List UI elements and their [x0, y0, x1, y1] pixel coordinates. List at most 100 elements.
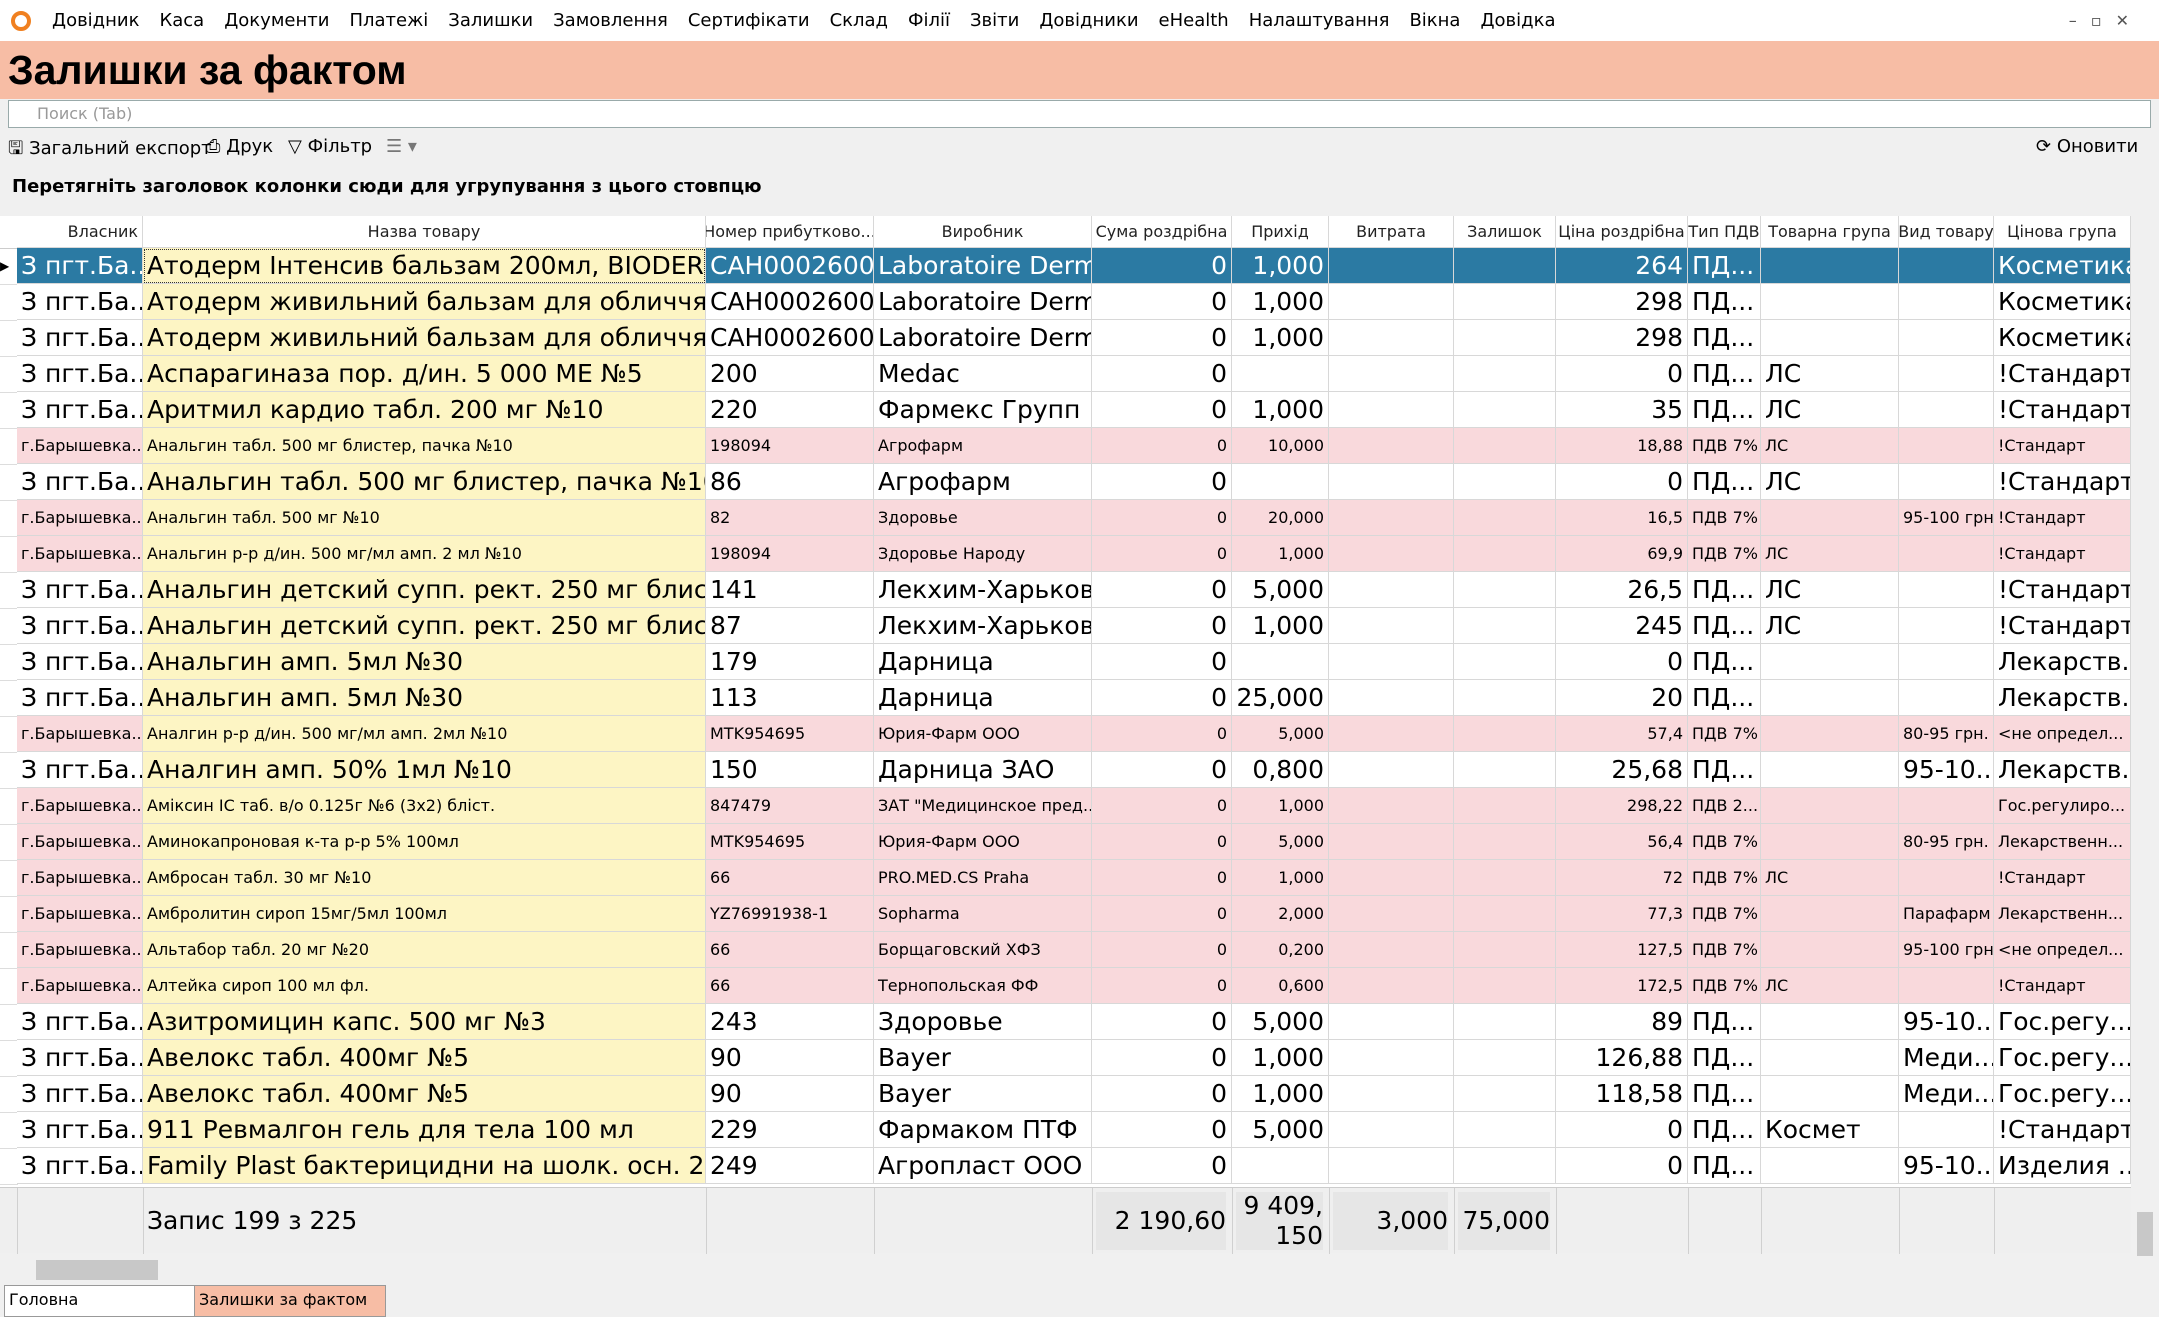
grid-cell[interactable]: [1761, 788, 1899, 824]
grid-cell[interactable]: Изделия ...: [1994, 1148, 2131, 1184]
grid-cell[interactable]: [1761, 248, 1899, 284]
grid-cell[interactable]: 0: [1092, 320, 1232, 356]
grid-cell[interactable]: [1899, 680, 1994, 716]
grid-cell[interactable]: [1761, 896, 1899, 932]
grid-cell[interactable]: ЛС: [1761, 860, 1899, 896]
grid-cell[interactable]: 198094: [706, 428, 874, 464]
grid-cell[interactable]: 77,3: [1556, 896, 1688, 932]
grid-cell[interactable]: 0: [1092, 968, 1232, 1004]
grid-cell[interactable]: 1,000: [1232, 788, 1329, 824]
grid-cell[interactable]: [1232, 356, 1329, 392]
grid-cell[interactable]: CAH00026003: [706, 248, 874, 284]
grid-cell[interactable]: [1329, 1112, 1454, 1148]
grid-cell[interactable]: [1761, 644, 1899, 680]
grid-cell[interactable]: Лекарств...: [1994, 752, 2131, 788]
grid-cell[interactable]: !Стандарт: [1994, 968, 2131, 1004]
grid-cell[interactable]: Гос.регулиро...: [1994, 788, 2131, 824]
grid-cell[interactable]: З пгт.Ба...: [17, 356, 143, 392]
grid-cell[interactable]: ЛС: [1761, 392, 1899, 428]
grid-cell[interactable]: [1454, 1148, 1556, 1184]
grid-cell[interactable]: <не определ...: [1994, 932, 2131, 968]
grid-cell[interactable]: Алтейка сироп 100 мл фл.: [143, 968, 706, 1004]
grid-cell[interactable]: Лекарств...: [1994, 644, 2131, 680]
menu-item[interactable]: Звіти: [970, 10, 1020, 31]
grid-cell[interactable]: 0: [1092, 428, 1232, 464]
grid-cell[interactable]: Фармаком ПТФ: [874, 1112, 1092, 1148]
grid-cell[interactable]: Анальгин амп. 5мл №30: [143, 680, 706, 716]
grid-cell[interactable]: 229: [706, 1112, 874, 1148]
grid-cell[interactable]: Атодерм живильний бальзам для обличчя 40…: [143, 320, 706, 356]
grid-cell[interactable]: 95-10...: [1899, 752, 1994, 788]
grid-cell[interactable]: 298,22: [1556, 788, 1688, 824]
grid-cell[interactable]: [1761, 716, 1899, 752]
grid-cell[interactable]: [1454, 680, 1556, 716]
grid-cell[interactable]: Анальгин детский супп. рект. 250 мг блис…: [143, 572, 706, 608]
grid-cell[interactable]: ПД...: [1688, 608, 1761, 644]
grid-cell[interactable]: г.Барышевка...: [17, 788, 143, 824]
grid-cell[interactable]: 95-10...: [1899, 1004, 1994, 1040]
scroll-thumb[interactable]: [36, 1260, 158, 1280]
grid-cell[interactable]: Косметика: [1994, 284, 2131, 320]
grid-cell[interactable]: Лекхим-Харьков: [874, 572, 1092, 608]
menu-item[interactable]: Замовлення: [553, 10, 668, 31]
grid-cell[interactable]: 0,800: [1232, 752, 1329, 788]
grid-cell[interactable]: 1,000: [1232, 284, 1329, 320]
grid-cell[interactable]: [1899, 536, 1994, 572]
grid-cell[interactable]: CAH00026003: [706, 320, 874, 356]
grid-cell[interactable]: 66: [706, 860, 874, 896]
grid-cell[interactable]: MTK954695: [706, 716, 874, 752]
menu-item[interactable]: Залишки: [448, 10, 534, 31]
grid-cell[interactable]: 2,000: [1232, 896, 1329, 932]
grid-cell[interactable]: 80-95 грн.: [1899, 716, 1994, 752]
grid-cell[interactable]: 0: [1092, 500, 1232, 536]
grid-cell[interactable]: Дарница: [874, 644, 1092, 680]
grid-cell[interactable]: 0: [1092, 1004, 1232, 1040]
grid-cell[interactable]: [1899, 608, 1994, 644]
grid-cell[interactable]: 245: [1556, 608, 1688, 644]
grid-cell[interactable]: ПД...: [1688, 1004, 1761, 1040]
grid-cell[interactable]: 90: [706, 1076, 874, 1112]
grid-cell[interactable]: ПД...: [1688, 572, 1761, 608]
grid-cell[interactable]: Аритмил кардио табл. 200 мг №10: [143, 392, 706, 428]
grid-cell[interactable]: Здоровье: [874, 1004, 1092, 1040]
grid-cell[interactable]: 82: [706, 500, 874, 536]
menu-item[interactable]: Філії: [908, 10, 951, 31]
grid-cell[interactable]: ПД...: [1688, 1076, 1761, 1112]
vertical-scrollbar[interactable]: [2131, 162, 2159, 1292]
grid-cell[interactable]: 126,88: [1556, 1040, 1688, 1076]
grid-cell[interactable]: [1329, 788, 1454, 824]
grid-cell[interactable]: ПДВ 7%: [1688, 932, 1761, 968]
grid-cell[interactable]: 18,88: [1556, 428, 1688, 464]
grid-cell[interactable]: 1,000: [1232, 248, 1329, 284]
menu-item[interactable]: Документи: [224, 10, 330, 31]
grid-cell[interactable]: 0: [1092, 788, 1232, 824]
grid-cell[interactable]: [1329, 716, 1454, 752]
grid-cell[interactable]: Космет: [1761, 1112, 1899, 1148]
grid-cell[interactable]: 0: [1556, 356, 1688, 392]
grid-cell[interactable]: [1899, 248, 1994, 284]
grid-cell[interactable]: [1899, 356, 1994, 392]
grid-cell[interactable]: 0: [1556, 644, 1688, 680]
column-header[interactable]: Виробник: [874, 216, 1092, 248]
grid-cell[interactable]: Medac: [874, 356, 1092, 392]
grid-cell[interactable]: [1329, 1148, 1454, 1184]
grid-cell[interactable]: 69,9: [1556, 536, 1688, 572]
grid-cell[interactable]: Анальгин р-р д/ин. 500 мг/мл амп. 2 мл №…: [143, 536, 706, 572]
grid-cell[interactable]: CAH00026003: [706, 284, 874, 320]
menu-item[interactable]: Сертифікати: [687, 10, 810, 31]
column-header[interactable]: Назва товару: [143, 216, 706, 248]
grid-cell[interactable]: ПД...: [1688, 752, 1761, 788]
grid-cell[interactable]: [1761, 824, 1899, 860]
grid-cell[interactable]: Амбролитин сироп 15мг/5мл 100мл: [143, 896, 706, 932]
grid-cell[interactable]: 0: [1092, 1112, 1232, 1148]
grid-cell[interactable]: З пгт.Ба...: [17, 1004, 143, 1040]
grid-cell[interactable]: Здоровье Народу: [874, 536, 1092, 572]
grid-cell[interactable]: Laboratoire Derm...: [874, 248, 1092, 284]
grid-cell[interactable]: 0: [1092, 464, 1232, 500]
grid-cell[interactable]: ЛС: [1761, 536, 1899, 572]
grid-cell[interactable]: ПДВ 7%: [1688, 500, 1761, 536]
grid-cell[interactable]: !Стандарт: [1994, 860, 2131, 896]
grid-cell[interactable]: Гос.регу...: [1994, 1076, 2131, 1112]
grid-cell[interactable]: [1899, 1112, 1994, 1148]
grid-cell[interactable]: [1329, 608, 1454, 644]
